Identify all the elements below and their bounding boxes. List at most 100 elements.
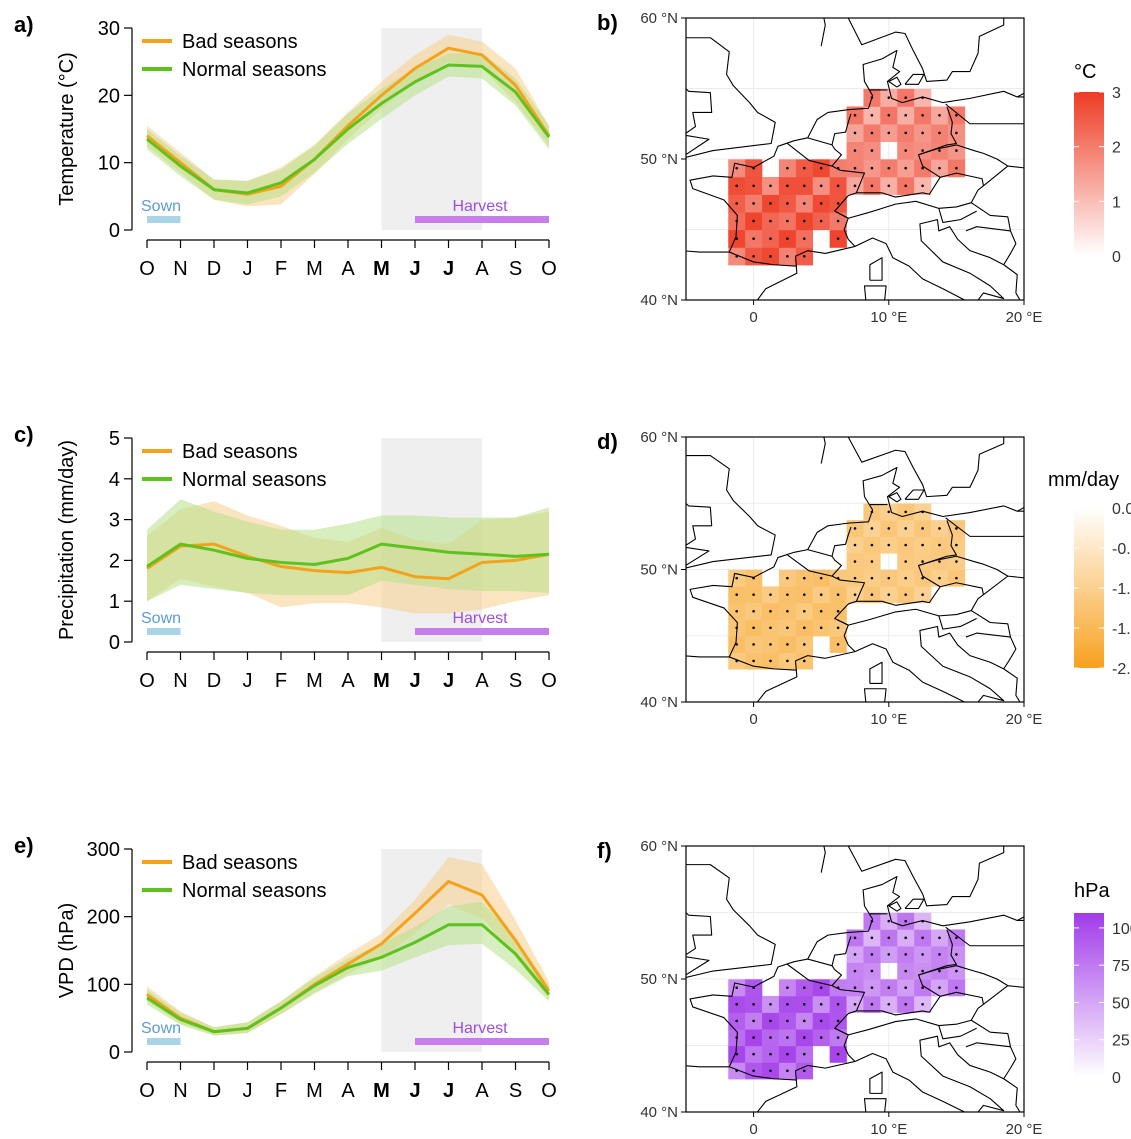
significance-dot: [853, 543, 857, 547]
colorbar-tick-label: 0.0: [1112, 501, 1131, 518]
significance-dot: [819, 219, 823, 223]
significance-dot: [887, 953, 891, 956]
significance-dot: [938, 166, 941, 170]
y-tick-label: 3: [109, 510, 120, 532]
y-tick-label: 300: [87, 839, 120, 861]
significance-dot: [870, 1002, 874, 1006]
x-tick-label: D: [207, 670, 221, 692]
border-line: [940, 575, 1024, 596]
significance-dot: [819, 609, 823, 613]
significance-dot: [921, 936, 924, 940]
x-tick-label: A: [475, 670, 489, 692]
coastline: [686, 49, 1024, 253]
significance-dot: [752, 219, 755, 223]
significance-dot: [938, 969, 941, 973]
significance-dot: [769, 1069, 772, 1073]
colorbar-tick-label: 0: [1112, 249, 1121, 266]
coastline: [869, 1071, 883, 1094]
significance-dot: [853, 149, 857, 152]
significance-dot: [870, 166, 874, 170]
significance-dot: [786, 1069, 789, 1073]
border-line: [807, 526, 852, 557]
coastline: [921, 1135, 964, 1139]
significance-dot: [819, 1036, 823, 1039]
border-line: [856, 520, 957, 606]
legend-label-normal: Normal seasons: [182, 59, 327, 81]
x-tick-label: F: [275, 258, 287, 280]
significance-dot: [938, 560, 941, 563]
y-axis-label: Precipitation (mm/day): [56, 440, 78, 640]
significance-dot: [752, 202, 755, 205]
significance-dot: [803, 626, 806, 630]
significance-dot: [870, 593, 874, 596]
x-tick-label: D: [207, 1080, 221, 1102]
significance-dot: [921, 953, 924, 956]
significance-dot: [752, 184, 755, 188]
significance-dot: [836, 1052, 840, 1056]
significance-dot: [921, 184, 924, 188]
x-tick-label: J: [409, 670, 420, 692]
significance-dot: [735, 166, 738, 170]
significance-dot: [904, 131, 907, 135]
significance-dot: [870, 527, 874, 530]
significance-dot: [769, 659, 772, 663]
x-tick-label: J: [443, 258, 454, 280]
significance-dot: [752, 1002, 755, 1006]
lon-label: 0: [749, 309, 757, 326]
significance-dot: [752, 1052, 755, 1056]
significance-dot: [887, 166, 891, 170]
significance-dot: [887, 986, 891, 989]
series-line-normal: [146, 542, 550, 568]
x-tick-label: S: [509, 1080, 522, 1102]
significance-dot: [786, 254, 789, 258]
border-line: [918, 144, 1009, 167]
lat-label: 40 °N: [640, 694, 678, 711]
y-axis-label: Temperature (°C): [56, 52, 78, 206]
colorbar-tick-label: 2: [1112, 140, 1121, 157]
significance-dot: [955, 527, 958, 530]
series-line-bad: [146, 542, 550, 581]
harvest-bar: [415, 216, 549, 223]
significance-dot: [887, 131, 891, 135]
lon-label: 0: [749, 711, 757, 728]
border-line: [834, 1003, 984, 1036]
border-line: [807, 113, 852, 146]
coastline: [863, 285, 887, 300]
significance-dot: [955, 576, 958, 580]
significance-dot: [769, 202, 772, 205]
border-line: [834, 185, 984, 219]
significance-dot: [870, 560, 874, 563]
series-line-normal: [146, 923, 551, 1034]
significance-dot: [735, 184, 738, 188]
significance-dot: [955, 560, 958, 563]
coastline: [686, 37, 776, 158]
coastline: [904, 489, 925, 500]
significance-dot: [921, 527, 924, 530]
significance-dot: [819, 1002, 823, 1006]
significance-dot: [955, 936, 958, 940]
significance-dot: [769, 1019, 772, 1023]
significance-dot: [819, 1019, 823, 1023]
significance-dot: [752, 593, 755, 596]
significance-dot: [735, 1019, 738, 1023]
significance-dot: [904, 560, 907, 563]
significance-dot: [786, 576, 789, 580]
lon-label: 10 °E: [870, 711, 907, 728]
panel-label: a): [14, 12, 34, 37]
coastline: [904, 898, 925, 910]
significance-dot: [735, 1052, 738, 1056]
significance-dot: [921, 166, 924, 170]
significance-dot: [921, 986, 924, 989]
coastline: [921, 725, 964, 746]
colorbar-tick-label: 75: [1112, 958, 1130, 975]
harvest-label: Harvest: [452, 198, 508, 215]
border-line: [807, 936, 852, 967]
y-tick-label: 5: [109, 428, 120, 450]
y-tick-label: 0: [109, 632, 120, 654]
significance-dot: [803, 1002, 806, 1006]
significance-dot: [921, 149, 924, 152]
significance-dot: [921, 543, 924, 547]
sown-label: Sown: [141, 610, 181, 627]
significance-dot: [870, 113, 874, 117]
